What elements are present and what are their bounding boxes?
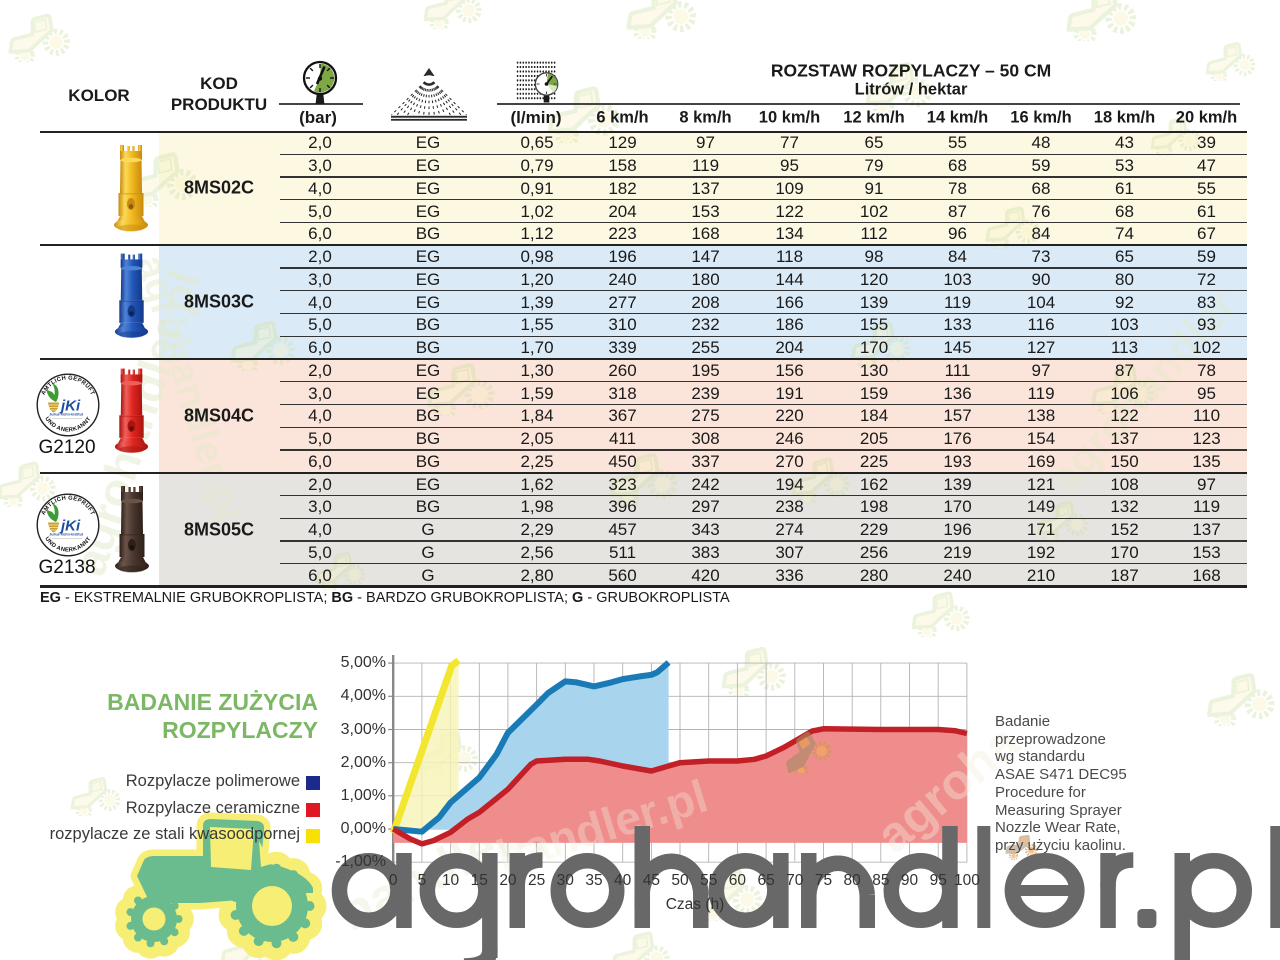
svg-text:jKi: jKi: [59, 518, 81, 535]
svg-text:Julius Kühn-Institut: Julius Kühn-Institut: [49, 533, 84, 537]
svg-text:Julius Kühn-Institut: Julius Kühn-Institut: [49, 413, 84, 417]
svg-text:jKi: jKi: [59, 398, 81, 415]
